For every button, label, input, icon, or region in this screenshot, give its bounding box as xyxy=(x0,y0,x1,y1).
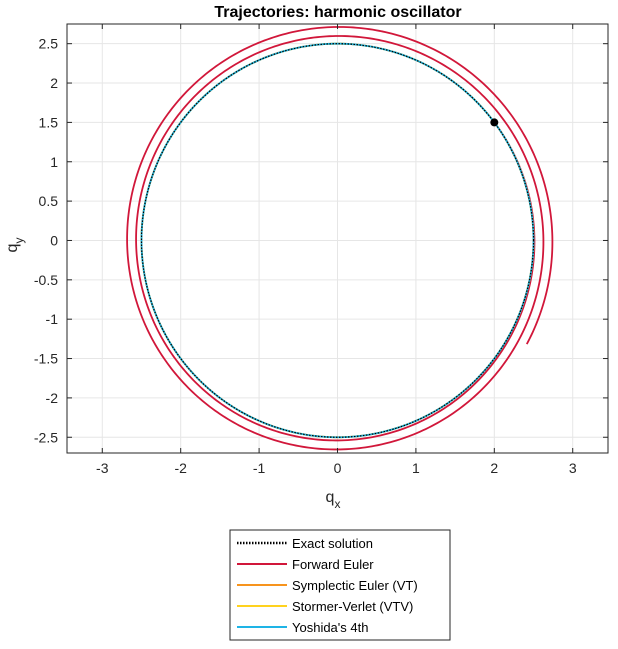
y-axis-label: qy xyxy=(4,238,26,253)
y-tick-label: 0.5 xyxy=(39,193,59,209)
x-axis-label-main: q xyxy=(326,489,335,506)
x-tick-label: 2 xyxy=(490,460,498,476)
legend-label: Yoshida's 4th xyxy=(292,620,368,635)
legend-label: Stormer-Verlet (VTV) xyxy=(292,599,413,614)
x-axis-label-subscript: x xyxy=(334,497,340,511)
y-tick-label: 0 xyxy=(50,232,58,248)
axes-box xyxy=(66,23,609,454)
x-tick-label: 0 xyxy=(334,460,342,476)
legend: Exact solution Forward Euler Symplectic Eu… xyxy=(229,529,451,641)
y-tick-label: 2 xyxy=(50,75,58,91)
series-lines xyxy=(126,26,554,451)
y-tick-label: 2.5 xyxy=(39,36,59,52)
x-tick-label: 1 xyxy=(412,460,420,476)
x-tick-labels: -3 -2 -1 0 1 2 3 xyxy=(96,460,577,476)
y-tick-label: -2.5 xyxy=(34,429,58,445)
legend-label: Symplectic Euler (VT) xyxy=(292,578,418,593)
y-tick-label: -1.5 xyxy=(34,351,58,367)
y-tick-label: -1 xyxy=(46,311,59,327)
y-axis-label-subscript: y xyxy=(12,238,26,244)
x-tick-label: -3 xyxy=(96,460,109,476)
initial-point-marker xyxy=(490,118,499,127)
x-axis-label: qx xyxy=(326,489,341,511)
chart-title: Trajectories: harmonic oscillator xyxy=(214,4,461,21)
gridlines xyxy=(67,24,608,453)
legend-label: Forward Euler xyxy=(292,557,374,572)
series-line-1 xyxy=(126,26,554,451)
y-tick-label: -2 xyxy=(46,390,59,406)
y-tick-label: -0.5 xyxy=(34,272,58,288)
y-tick-label: 1 xyxy=(50,154,58,170)
x-tick-label: 3 xyxy=(569,460,577,476)
y-tick-label: 1.5 xyxy=(39,114,59,130)
x-tick-label: -2 xyxy=(174,460,187,476)
y-axis-label-main: q xyxy=(4,244,21,253)
series-line-4 xyxy=(140,42,535,439)
y-tick-labels: -2.5 -2 -1.5 -1 -0.5 0 0.5 1 1.5 2 2.5 xyxy=(34,36,58,446)
x-tick-label: -1 xyxy=(253,460,266,476)
legend-label: Exact solution xyxy=(292,536,373,551)
